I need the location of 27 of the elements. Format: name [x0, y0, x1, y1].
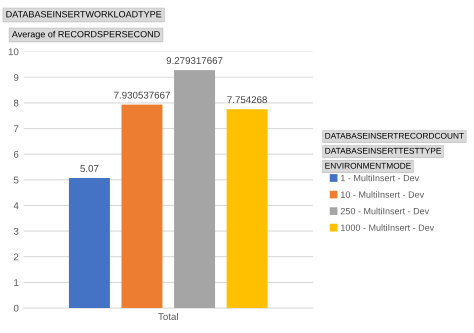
- data-label: 5.07: [80, 165, 98, 172]
- y-tick-label: 10: [8, 48, 18, 56]
- y-tick-label: 8: [14, 100, 18, 107]
- y-axis-title: Average of RECORDSPERSECOND: [12, 30, 160, 40]
- y-tick-label: 2: [14, 253, 18, 260]
- y-tick-label: 5: [14, 176, 18, 184]
- data-label: 9.279317667: [166, 57, 222, 64]
- text: DATABASEINSERTWORKLOADTYPE: [6, 11, 162, 18]
- legend-title: DATABASEINSERTRECORDCOUNT DATABASEINSERTTESTTYPE ENVIRONMENTMODE: [325, 132, 464, 169]
- bar: [174, 70, 216, 308]
- x-tick-label: Total: [158, 312, 178, 320]
- legend-label: 10 - MultiInsert - Dev: [341, 191, 424, 198]
- y-tick-label: 6: [14, 150, 18, 158]
- legend-label: 1000 - MultiInsert - Dev: [341, 224, 434, 231]
- bar: [68, 178, 110, 308]
- legend-label: 250 - MultiInsert - Dev: [340, 208, 430, 214]
- y-tick-label: 1: [14, 279, 18, 286]
- bar: [226, 109, 268, 308]
- y-tick-label: 4: [14, 202, 19, 209]
- data-label: 7.930537667: [114, 92, 170, 99]
- data-label: 7.754268: [227, 96, 267, 104]
- y-tick-label: 7: [14, 125, 18, 132]
- y-tick-label: 3: [14, 228, 18, 235]
- legend-label: 1 - MultiInsert - Dev: [341, 174, 420, 182]
- y-tick-label: 0: [14, 304, 18, 312]
- bar: [121, 104, 162, 308]
- y-tick-label: 9: [14, 74, 18, 81]
